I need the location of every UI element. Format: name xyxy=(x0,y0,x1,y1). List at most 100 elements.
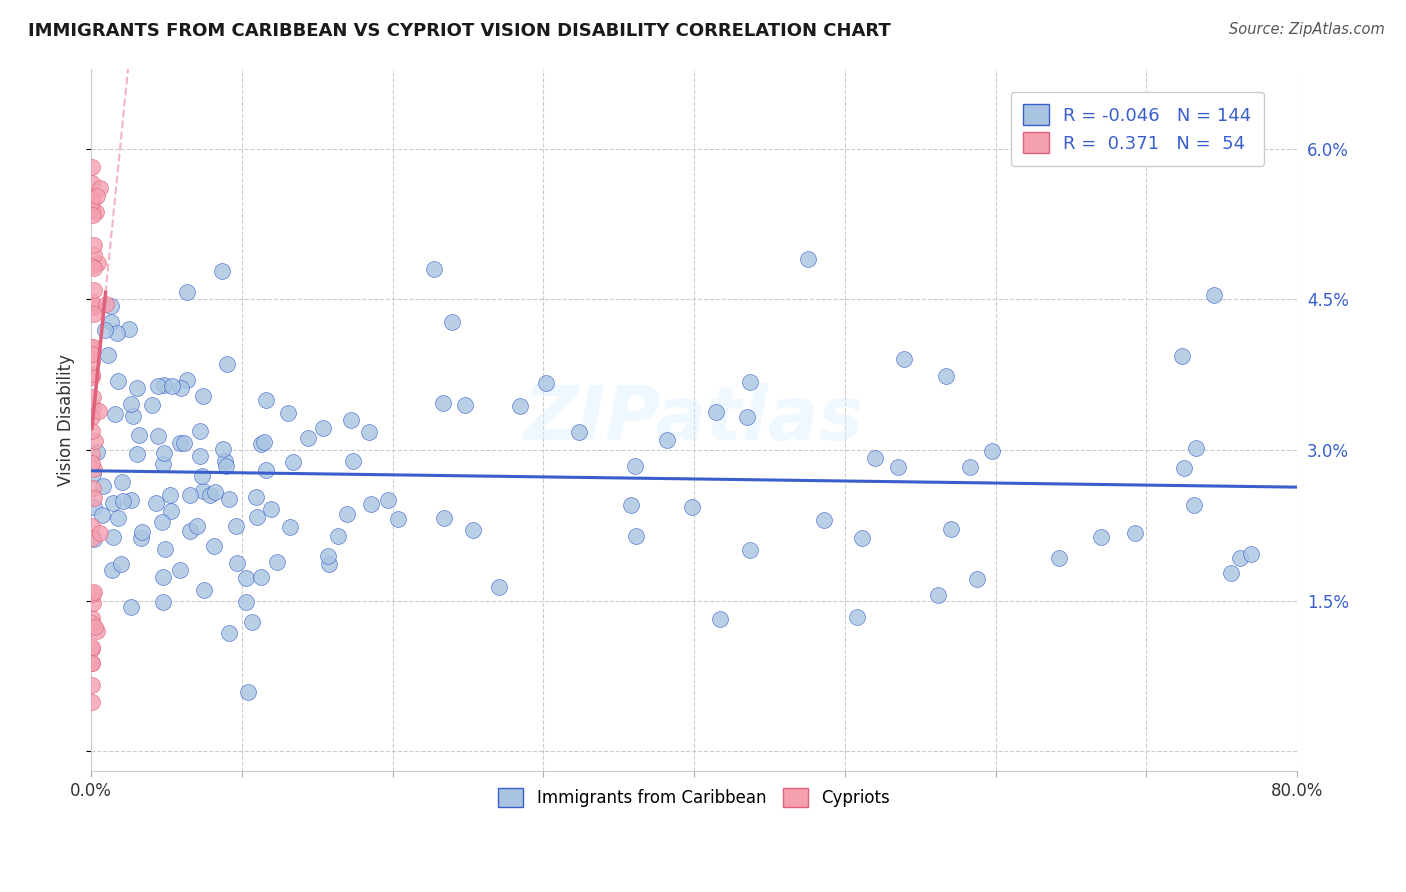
Point xyxy=(1202,288,1225,302)
Point xyxy=(297,431,319,445)
Point xyxy=(1182,498,1205,512)
Point xyxy=(84,620,107,634)
Point xyxy=(568,425,591,440)
Point xyxy=(80,642,103,657)
Point xyxy=(101,530,124,544)
Point xyxy=(169,563,191,577)
Point xyxy=(84,204,107,219)
Point xyxy=(101,563,124,577)
Point xyxy=(83,434,105,448)
Point xyxy=(169,436,191,450)
Point xyxy=(173,436,195,450)
Point xyxy=(463,523,485,537)
Point xyxy=(129,532,152,546)
Point xyxy=(159,488,181,502)
Point xyxy=(218,492,240,507)
Point xyxy=(357,425,380,439)
Point xyxy=(83,500,105,514)
Point xyxy=(120,397,142,411)
Point xyxy=(80,355,103,369)
Point xyxy=(927,588,949,602)
Point xyxy=(1240,547,1263,561)
Point xyxy=(204,484,226,499)
Point xyxy=(1229,550,1251,565)
Point xyxy=(186,519,208,533)
Point xyxy=(423,262,446,277)
Point xyxy=(80,295,103,310)
Point xyxy=(225,518,247,533)
Point xyxy=(153,541,176,556)
Point xyxy=(105,326,128,340)
Point xyxy=(145,495,167,509)
Point xyxy=(80,531,103,545)
Point xyxy=(89,526,111,541)
Point xyxy=(1173,461,1195,475)
Point xyxy=(335,507,357,521)
Point xyxy=(80,611,103,625)
Point xyxy=(316,549,339,563)
Point xyxy=(82,346,104,360)
Point xyxy=(1220,566,1243,581)
Point xyxy=(851,531,873,545)
Point xyxy=(86,189,108,203)
Point xyxy=(83,238,105,252)
Point xyxy=(80,367,103,381)
Point xyxy=(865,450,887,465)
Point xyxy=(179,524,201,539)
Point xyxy=(82,587,104,601)
Point xyxy=(111,475,134,489)
Point xyxy=(80,456,103,470)
Point xyxy=(250,437,273,451)
Point xyxy=(86,445,108,459)
Point xyxy=(83,462,105,476)
Point xyxy=(326,528,349,542)
Point xyxy=(90,508,112,522)
Point xyxy=(82,467,104,482)
Point xyxy=(681,500,703,514)
Text: IMMIGRANTS FROM CARIBBEAN VS CYPRIOT VISION DISABILITY CORRELATION CHART: IMMIGRANTS FROM CARIBBEAN VS CYPRIOT VIS… xyxy=(28,22,891,40)
Point xyxy=(176,373,198,387)
Point xyxy=(170,381,193,395)
Point xyxy=(80,259,103,273)
Point xyxy=(215,358,238,372)
Point xyxy=(959,460,981,475)
Point xyxy=(218,625,240,640)
Point xyxy=(935,368,957,383)
Point xyxy=(254,392,277,407)
Point xyxy=(179,488,201,502)
Point xyxy=(82,657,104,671)
Point xyxy=(188,449,211,463)
Point xyxy=(83,308,105,322)
Point xyxy=(709,612,731,626)
Point xyxy=(100,315,122,329)
Point xyxy=(318,558,340,572)
Point xyxy=(624,529,647,543)
Point xyxy=(131,524,153,539)
Point xyxy=(277,406,299,420)
Point xyxy=(83,261,105,276)
Point xyxy=(141,398,163,412)
Point xyxy=(80,695,103,709)
Point xyxy=(87,404,110,418)
Point xyxy=(377,493,399,508)
Point xyxy=(1090,530,1112,544)
Point xyxy=(146,429,169,443)
Point xyxy=(235,571,257,585)
Text: Source: ZipAtlas.com: Source: ZipAtlas.com xyxy=(1229,22,1385,37)
Y-axis label: Vision Disability: Vision Disability xyxy=(58,354,75,486)
Point xyxy=(101,496,124,510)
Point xyxy=(1185,441,1208,455)
Point xyxy=(83,585,105,599)
Point xyxy=(83,248,105,262)
Point xyxy=(240,615,263,629)
Point xyxy=(107,374,129,388)
Point xyxy=(1047,550,1070,565)
Point xyxy=(846,610,869,624)
Point xyxy=(813,513,835,527)
Point xyxy=(80,340,103,354)
Point xyxy=(97,348,120,362)
Point xyxy=(266,555,288,569)
Point xyxy=(82,340,104,354)
Point xyxy=(82,347,104,361)
Point xyxy=(311,421,333,435)
